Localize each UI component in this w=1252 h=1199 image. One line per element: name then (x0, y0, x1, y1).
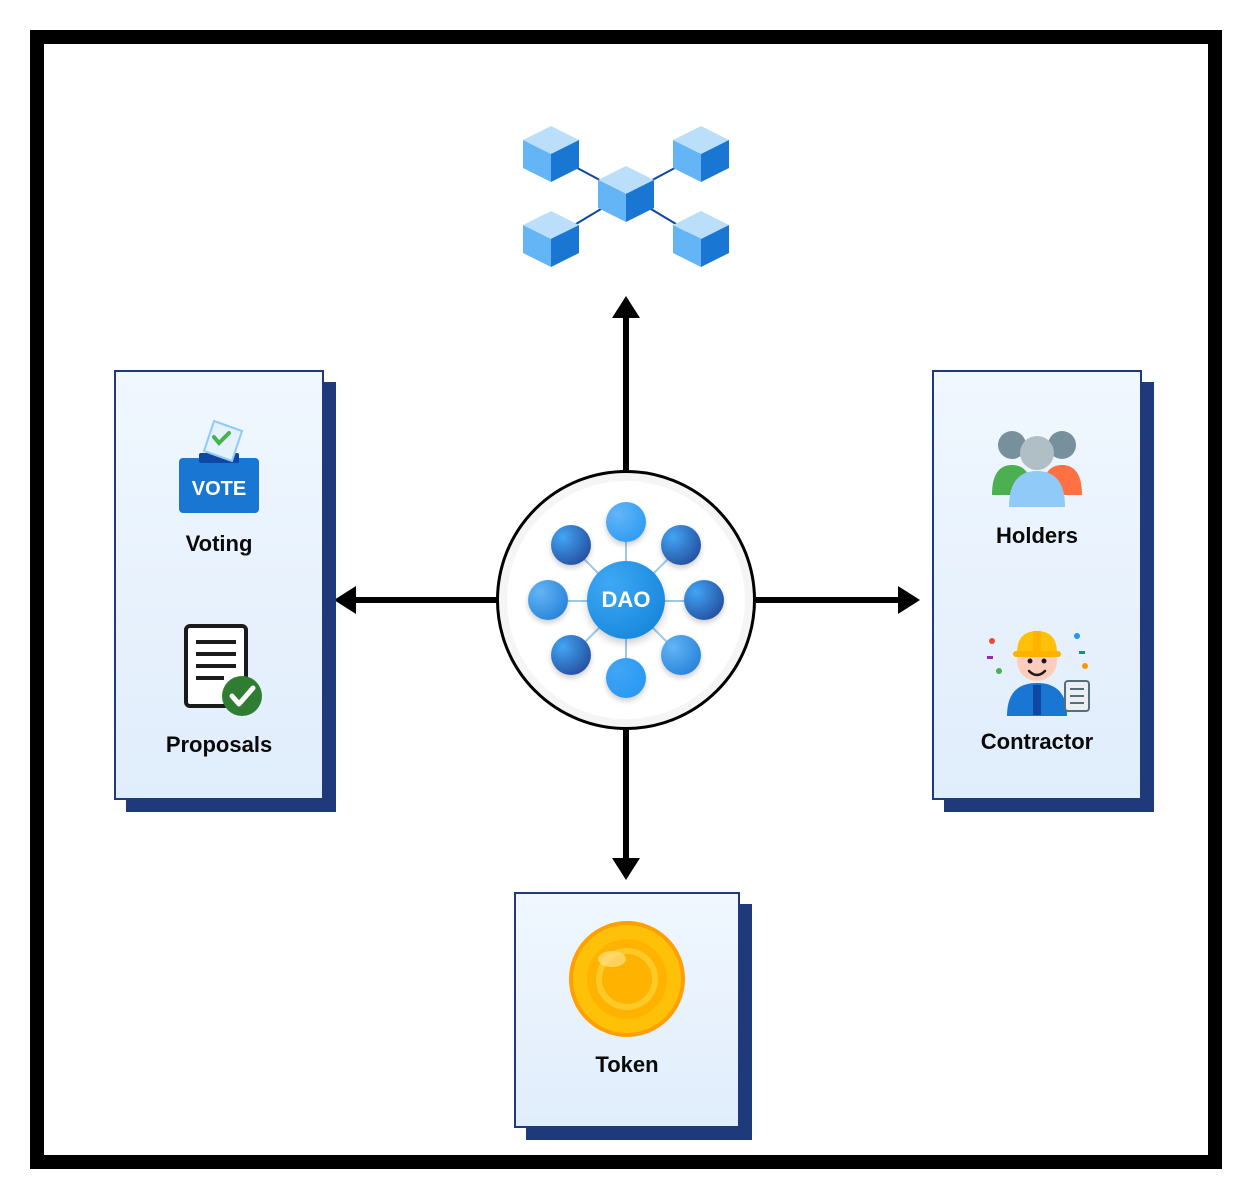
proposals-item: Proposals (164, 614, 274, 758)
coin-icon (562, 914, 692, 1044)
arrowhead-down (612, 858, 640, 880)
arrowhead-up (612, 296, 640, 318)
proposals-label: Proposals (166, 732, 272, 758)
contractor-icon (977, 611, 1097, 721)
dao-core-label: DAO (587, 561, 665, 639)
holders-item: Holders (977, 415, 1097, 549)
blockchain-cubes-icon (496, 104, 756, 284)
arrowhead-left (334, 586, 356, 614)
voting-label: Voting (186, 531, 253, 557)
diagram-frame: DAO VOTE Voting (30, 30, 1222, 1169)
arrow-right (756, 597, 900, 603)
arrow-down (623, 730, 629, 860)
arrowhead-right (898, 586, 920, 614)
vote-box-icon: VOTE (164, 413, 274, 523)
diagram-canvas: DAO VOTE Voting (44, 44, 1208, 1155)
bottom-card: Token (514, 892, 740, 1128)
contractor-item: Contractor (977, 611, 1097, 755)
arrow-up (623, 314, 629, 470)
contractor-label: Contractor (981, 729, 1093, 755)
voting-item: VOTE Voting (164, 413, 274, 557)
document-check-icon (164, 614, 274, 724)
token-item: Token (562, 914, 692, 1078)
people-group-icon (977, 415, 1097, 515)
arrow-left (354, 597, 498, 603)
holders-label: Holders (996, 523, 1078, 549)
dao-center: DAO (496, 470, 756, 730)
svg-text:VOTE: VOTE (192, 478, 246, 500)
left-card: VOTE Voting Proposals (114, 370, 324, 800)
dao-cluster-icon: DAO (526, 500, 726, 700)
right-card: Holders (932, 370, 1142, 800)
token-label: Token (595, 1052, 658, 1078)
